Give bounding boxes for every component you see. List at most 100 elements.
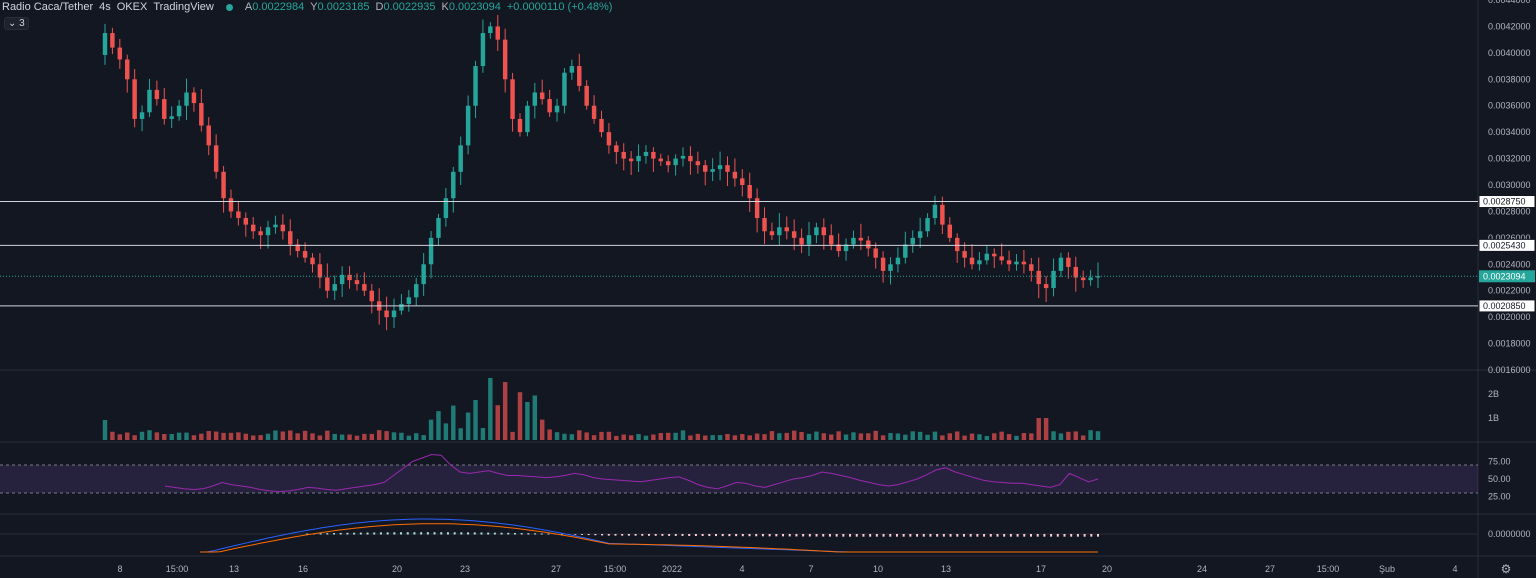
candle-body[interactable] xyxy=(176,105,182,117)
candle-body[interactable] xyxy=(443,198,449,219)
candle-body[interactable] xyxy=(1006,260,1012,265)
candle-body[interactable] xyxy=(280,224,286,232)
interval-label[interactable]: 4s xyxy=(99,1,111,13)
candle-body[interactable] xyxy=(1066,257,1071,267)
candle-body[interactable] xyxy=(465,105,471,146)
candle-body[interactable] xyxy=(139,112,145,119)
candle-body[interactable] xyxy=(228,198,234,212)
candle-body[interactable] xyxy=(665,161,671,166)
candle-body[interactable] xyxy=(480,33,486,67)
candle-body[interactable] xyxy=(917,231,923,238)
candle-body[interactable] xyxy=(317,264,323,278)
candle-body[interactable] xyxy=(962,251,967,258)
candle-body[interactable] xyxy=(547,99,552,113)
candle-body[interactable] xyxy=(1029,264,1034,271)
candle-body[interactable] xyxy=(354,280,360,285)
candle-body[interactable] xyxy=(325,277,330,291)
candle-body[interactable] xyxy=(191,92,197,104)
candle-body[interactable] xyxy=(703,165,708,172)
candle-body[interactable] xyxy=(932,204,938,219)
candle-body[interactable] xyxy=(525,105,530,133)
candle-body[interactable] xyxy=(102,33,108,55)
candle-body[interactable] xyxy=(310,257,315,265)
candle-body[interactable] xyxy=(880,257,886,271)
candle-body[interactable] xyxy=(754,198,760,219)
candle-body[interactable] xyxy=(814,227,819,236)
candle-body[interactable] xyxy=(495,26,500,40)
candle-body[interactable] xyxy=(651,151,656,159)
candle-body[interactable] xyxy=(821,227,827,236)
candle-body[interactable] xyxy=(725,165,730,172)
candle-body[interactable] xyxy=(206,125,211,146)
candle-body[interactable] xyxy=(606,132,612,146)
candle-body[interactable] xyxy=(399,303,404,311)
candle-body[interactable] xyxy=(858,237,864,241)
candle-body[interactable] xyxy=(999,256,1004,261)
candle-body[interactable] xyxy=(843,244,849,252)
candle-body[interactable] xyxy=(969,257,975,265)
candle-body[interactable] xyxy=(599,118,604,133)
candle-body[interactable] xyxy=(643,151,649,156)
candle-body[interactable] xyxy=(747,185,752,199)
candle-body[interactable] xyxy=(984,253,990,261)
candle-body[interactable] xyxy=(740,178,745,185)
candle-body[interactable] xyxy=(347,274,352,281)
candle-body[interactable] xyxy=(132,79,137,119)
indicators-collapse-button[interactable]: ⌄ 3 xyxy=(4,17,29,30)
candle-body[interactable] xyxy=(673,158,678,166)
candle-body[interactable] xyxy=(273,224,278,228)
candle-body[interactable] xyxy=(695,161,701,166)
candle-body[interactable] xyxy=(784,227,789,232)
candle-body[interactable] xyxy=(873,248,878,258)
symbol-name[interactable]: Radio Caca/Tether xyxy=(2,1,94,13)
candle-body[interactable] xyxy=(688,155,693,162)
candle-body[interactable] xyxy=(829,235,834,245)
candle-body[interactable] xyxy=(339,274,345,285)
gear-icon[interactable]: ⚙ xyxy=(1501,562,1512,576)
candle-body[interactable] xyxy=(940,204,945,225)
candle-body[interactable] xyxy=(213,145,219,172)
candle-body[interactable] xyxy=(591,105,597,119)
candle-body[interactable] xyxy=(539,92,545,100)
candle-body[interactable] xyxy=(199,103,204,126)
candle-body[interactable] xyxy=(1021,261,1027,265)
candle-body[interactable] xyxy=(562,72,567,106)
candle-body[interactable] xyxy=(1051,270,1056,289)
candle-body[interactable] xyxy=(125,59,130,80)
candle-body[interactable] xyxy=(577,66,582,86)
candle-body[interactable] xyxy=(680,155,686,159)
candle-body[interactable] xyxy=(532,92,538,106)
candle-body[interactable] xyxy=(295,244,300,252)
candle-body[interactable] xyxy=(947,224,953,238)
candle-body[interactable] xyxy=(554,105,560,113)
candle-body[interactable] xyxy=(369,290,374,302)
candle-body[interactable] xyxy=(903,244,908,258)
candle-body[interactable] xyxy=(1014,261,1019,265)
candle-body[interactable] xyxy=(488,26,493,34)
candle-body[interactable] xyxy=(428,237,434,265)
candle-body[interactable] xyxy=(888,264,893,271)
candle-body[interactable] xyxy=(406,297,412,304)
candle-body[interactable] xyxy=(977,260,982,265)
candle-body[interactable] xyxy=(236,211,241,219)
candle-body[interactable] xyxy=(1080,277,1086,281)
candle-body[interactable] xyxy=(851,237,856,245)
candle-body[interactable] xyxy=(866,240,871,249)
candle-body[interactable] xyxy=(614,145,619,152)
candle-body[interactable] xyxy=(384,310,389,318)
candle-body[interactable] xyxy=(1036,270,1041,285)
candle-body[interactable] xyxy=(806,235,812,245)
candle-body[interactable] xyxy=(154,89,160,100)
candle-body[interactable] xyxy=(391,310,397,318)
candle-body[interactable] xyxy=(510,79,515,119)
candle-body[interactable] xyxy=(636,155,641,162)
candle-body[interactable] xyxy=(288,231,293,245)
candle-body[interactable] xyxy=(1058,257,1064,271)
candle-body[interactable] xyxy=(258,231,263,236)
candle-body[interactable] xyxy=(569,66,575,73)
candle-body[interactable] xyxy=(162,99,167,119)
candle-body[interactable] xyxy=(265,227,271,236)
candle-body[interactable] xyxy=(910,237,915,245)
candle-body[interactable] xyxy=(717,165,723,170)
